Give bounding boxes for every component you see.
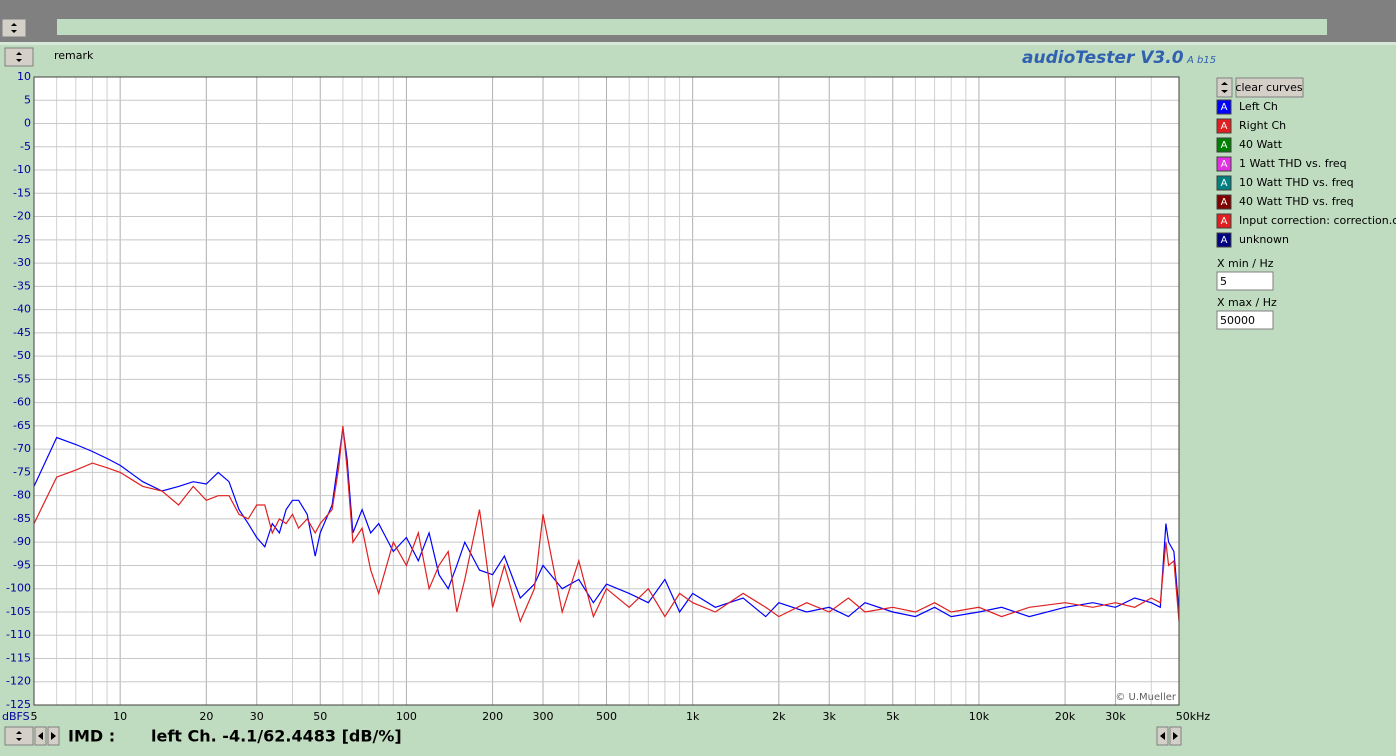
y-tick-label: -20 — [13, 210, 31, 223]
y-tick-label: -60 — [13, 396, 31, 409]
x-tick-label: 500 — [596, 710, 617, 723]
y-tick-label: -80 — [13, 489, 31, 502]
legend-swatch[interactable] — [1216, 213, 1232, 229]
y-tick-label: -120 — [6, 675, 31, 688]
credit: © U.Mueller — [1115, 692, 1177, 703]
y-tick-label: 10 — [17, 70, 31, 83]
y-tick-label: -30 — [13, 256, 31, 269]
clear-button[interactable]: clear curves — [1235, 77, 1304, 98]
curves — [33, 425, 1180, 624]
legend-entry: Left Ch — [1239, 100, 1278, 113]
y-tick-label: -5 — [20, 140, 31, 153]
x-tick-label: 50 — [313, 710, 327, 723]
legend-swatch[interactable] — [1216, 175, 1232, 191]
legend-swatch[interactable] — [1216, 232, 1232, 248]
y-tick-label: -100 — [6, 582, 31, 595]
legend-swatch-letter: A — [1221, 140, 1228, 151]
y-tick-label: -55 — [13, 372, 31, 385]
legend-entry: Input correction: correction.cor — [1239, 214, 1396, 227]
legend-swatch[interactable] — [1216, 156, 1232, 172]
spinner[interactable] — [1, 18, 27, 38]
legend-entry: unknown — [1239, 233, 1289, 246]
y-tick-label: -15 — [13, 186, 31, 199]
legend-entry: 10 Watt THD vs. freq — [1239, 176, 1354, 189]
legend-entry: 40 Watt — [1239, 138, 1283, 151]
y-tick-label: -110 — [6, 628, 31, 641]
status-spinners[interactable] — [4, 726, 1182, 746]
legend-swatch[interactable] — [1216, 137, 1232, 153]
y-tick-label: -115 — [6, 651, 31, 664]
app-build: A b15 — [1186, 55, 1216, 66]
legend-swatch-letter: A — [1221, 102, 1228, 113]
legend-swatch[interactable] — [1216, 194, 1232, 210]
legend-swatch-letter: A — [1221, 197, 1228, 208]
spinner[interactable] — [4, 47, 34, 67]
x-tick-label: 10 — [113, 710, 127, 723]
remark: remark — [54, 49, 94, 62]
y-tick-label: -50 — [13, 349, 31, 362]
app-title: audioTester V3.0 — [1022, 48, 1184, 68]
x-tick-label: 5 — [31, 710, 38, 723]
status-text: left Ch. -4.1/62.4483 [dB/%] — [151, 727, 402, 746]
legend-swatch-letter: A — [1221, 159, 1228, 170]
spinner[interactable] — [1216, 77, 1233, 98]
y-tick-label: -65 — [13, 419, 31, 432]
y-tick-label: 5 — [24, 93, 31, 106]
x-tick-label: 30k — [1105, 710, 1126, 723]
legend-entry: 1 Watt THD vs. freq — [1239, 157, 1347, 170]
status-label: IMD : — [68, 727, 115, 746]
xmin-value[interactable]: 5 — [1220, 275, 1227, 288]
x-tick-label: 20k — [1055, 710, 1076, 723]
x-tick-label: 2k — [772, 710, 786, 723]
legend-swatch[interactable] — [1216, 118, 1232, 134]
x-tick-label: 200 — [482, 710, 503, 723]
y-tick-label: -75 — [13, 465, 31, 478]
y-tick-label: 0 — [24, 117, 31, 130]
x-tick-label: 1k — [686, 710, 700, 723]
y-unit: dBFS — [2, 710, 30, 723]
legend-swatch-letter: A — [1221, 121, 1228, 132]
legend-entry: Right Ch — [1239, 119, 1286, 132]
y-tick-label: -70 — [13, 442, 31, 455]
x-tick-label: 3k — [823, 710, 837, 723]
plot-border — [33, 76, 1180, 706]
y-tick-label: -105 — [6, 605, 31, 618]
top-bar-edge — [0, 42, 1396, 45]
clear-button-label[interactable]: clear curves — [1235, 81, 1302, 94]
y-tick-label: -25 — [13, 233, 31, 246]
xmax-input[interactable] — [1216, 310, 1274, 330]
x-tick-label: 300 — [532, 710, 553, 723]
xmin-input[interactable] — [1216, 271, 1274, 291]
x-tick-label: 10k — [969, 710, 990, 723]
x-tick-label: 100 — [396, 710, 417, 723]
xmin-label: X min / Hz — [1217, 257, 1274, 270]
legend-swatch-letter: A — [1221, 216, 1228, 227]
xmax-label: X max / Hz — [1217, 296, 1277, 309]
y-tick-label: -45 — [13, 326, 31, 339]
xmax-value: 50000 — [1220, 314, 1255, 327]
y-tick-label: -40 — [13, 303, 31, 316]
x-tick-label: 5k — [886, 710, 900, 723]
y-tick-label: -95 — [13, 558, 31, 571]
curve — [33, 428, 1180, 618]
x-tick-label: 30 — [250, 710, 264, 723]
x-tick-label: 20 — [199, 710, 213, 723]
legend-entry: 40 Watt THD vs. freq — [1239, 195, 1354, 208]
curve — [33, 425, 1180, 624]
legend-swatch-letter: A — [1221, 235, 1228, 246]
y-tick-label: -10 — [13, 163, 31, 176]
remark-bar[interactable] — [57, 19, 1327, 35]
y-tick-label: -35 — [13, 279, 31, 292]
legend-swatch[interactable] — [1216, 99, 1232, 115]
x-tick-label: 50kHz — [1176, 710, 1211, 723]
y-tick-label: -85 — [13, 512, 31, 525]
legend: A Left Ch A Right Ch A 40 Watt A 1 Watt THD vs.… — [1216, 99, 1396, 248]
y-tick-label: -90 — [13, 535, 31, 548]
y-tick-label: -125 — [6, 698, 31, 711]
legend-swatch-letter: A — [1221, 178, 1228, 189]
